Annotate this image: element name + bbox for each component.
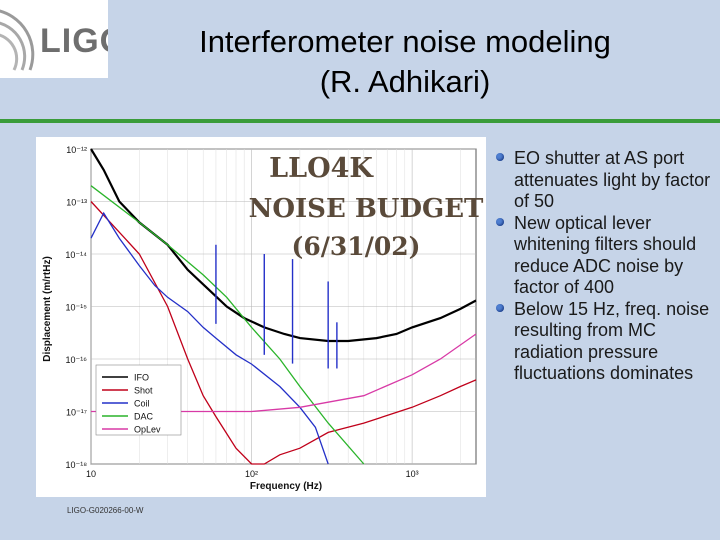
legend-label-shot: Shot — [134, 386, 153, 396]
noise-budget-chart: 10⁻¹² 10⁻¹³ 10⁻¹⁴ 10⁻¹⁵ 10⁻¹⁶ 10⁻¹⁷ 10⁻¹⁸ 10 10… — [36, 137, 486, 497]
chart-series — [90, 148, 477, 465]
annotation-line-1: LLO4K — [269, 153, 374, 184]
bullet-text: EO shutter at AS port attenuates light b… — [514, 148, 711, 211]
bullet-dot-icon — [496, 153, 504, 161]
y-tick-label: 10⁻¹³ — [66, 198, 87, 208]
series-line-oplev — [91, 333, 477, 413]
legend-label-dac: DAC — [134, 412, 154, 422]
y-tick-labels: 10⁻¹² 10⁻¹³ 10⁻¹⁴ 10⁻¹⁵ 10⁻¹⁶ 10⁻¹⁷ 10⁻¹⁸ — [65, 145, 87, 470]
bullet-item-optical-lever: New optical lever whitening filters shou… — [496, 213, 716, 299]
legend-label-oplev: OpLev — [134, 425, 161, 435]
document-id: LIGO-G020266-00-W — [67, 506, 144, 515]
title-line-2: (R. Adhikari) — [319, 64, 491, 99]
title-line-1: Interferometer noise modeling — [199, 24, 611, 59]
bullet-list: EO shutter at AS port attenuates light b… — [496, 148, 716, 385]
chart-legend: IFO Shot Coil DAC OpLev — [95, 364, 182, 436]
x-tick-labels: 10 10² 10³ — [86, 469, 419, 479]
x-tick-label: 10³ — [406, 469, 419, 479]
bullet-dot-icon — [496, 217, 504, 226]
y-tick-label: 10⁻¹⁶ — [66, 355, 88, 365]
series-line-coil — [90, 211, 329, 465]
bullet-text: Below 15 Hz, freq. noise resulting from … — [514, 298, 710, 384]
bullet-item-eo-shutter: EO shutter at AS port attenuates light b… — [496, 148, 716, 213]
bullet-item-freq-noise: Below 15 Hz, freq. noise resulting from … — [496, 299, 716, 385]
ligo-logo-arcs — [0, 9, 35, 71]
chart-spikes — [215, 244, 338, 369]
x-tick-label: 10 — [86, 469, 96, 479]
y-tick-label: 10⁻¹⁸ — [65, 460, 87, 470]
ligo-logo: LIGO — [0, 0, 108, 78]
annotation-line-3: (6/31/02) — [292, 232, 421, 261]
slide-title: Interferometer noise modeling (R. Adhika… — [120, 22, 690, 102]
legend-label-coil: Coil — [134, 399, 150, 409]
y-tick-label: 10⁻¹⁷ — [66, 408, 87, 418]
legend-label-ifo: IFO — [134, 373, 149, 383]
bullet-dot-icon — [496, 303, 504, 312]
x-axis-label: Frequency (Hz) — [250, 481, 322, 492]
annotation-line-2: NOISE BUDGET — [249, 194, 484, 224]
bullet-text: New optical lever whitening filters shou… — [514, 212, 697, 298]
y-axis-label: Displacement (m/rtHz) — [42, 256, 53, 362]
annotation: LLO4K NOISE BUDGET (6/31/02) — [249, 153, 484, 261]
x-tick-label: 10² — [245, 469, 258, 479]
logo-text: LIGO — [40, 22, 108, 60]
y-tick-label: 10⁻¹² — [66, 145, 87, 155]
series-line-shot — [90, 201, 477, 465]
y-tick-label: 10⁻¹⁴ — [65, 250, 87, 260]
title-divider — [0, 119, 720, 123]
y-tick-label: 10⁻¹⁵ — [66, 303, 88, 313]
